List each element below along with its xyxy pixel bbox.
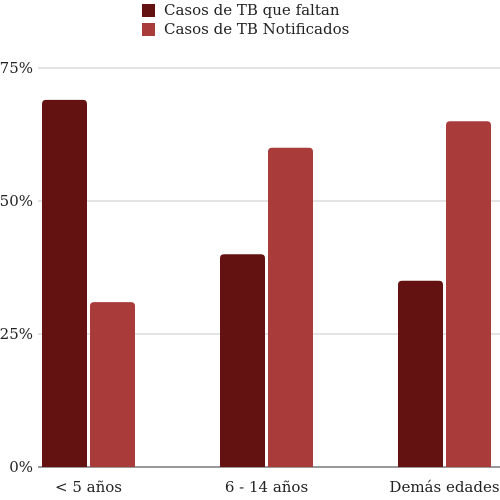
x-tick-label: Demás edades (389, 478, 499, 496)
bar (398, 280, 443, 467)
bar (220, 254, 265, 467)
bar (446, 121, 491, 467)
legend-swatch-missing (142, 3, 155, 17)
bar (268, 147, 313, 468)
bar (90, 302, 135, 467)
legend-label-missing: Casos de TB que faltan (164, 1, 340, 19)
legend-item-missing: Casos de TB que faltan (142, 1, 340, 19)
x-tick-label: < 5 años (55, 478, 122, 496)
bar (42, 99, 87, 468)
legend-swatch-notified (142, 22, 155, 36)
y-tick-label: 0% (9, 458, 33, 476)
y-tick-label: 50% (0, 192, 33, 210)
legend-item-notified: Casos de TB Notificados (142, 20, 349, 38)
y-tick-label: 75% (0, 59, 33, 77)
y-tick-label: 25% (0, 325, 33, 343)
x-tick-label: 6 - 14 años (225, 478, 308, 496)
legend-label-notified: Casos de TB Notificados (164, 20, 350, 38)
